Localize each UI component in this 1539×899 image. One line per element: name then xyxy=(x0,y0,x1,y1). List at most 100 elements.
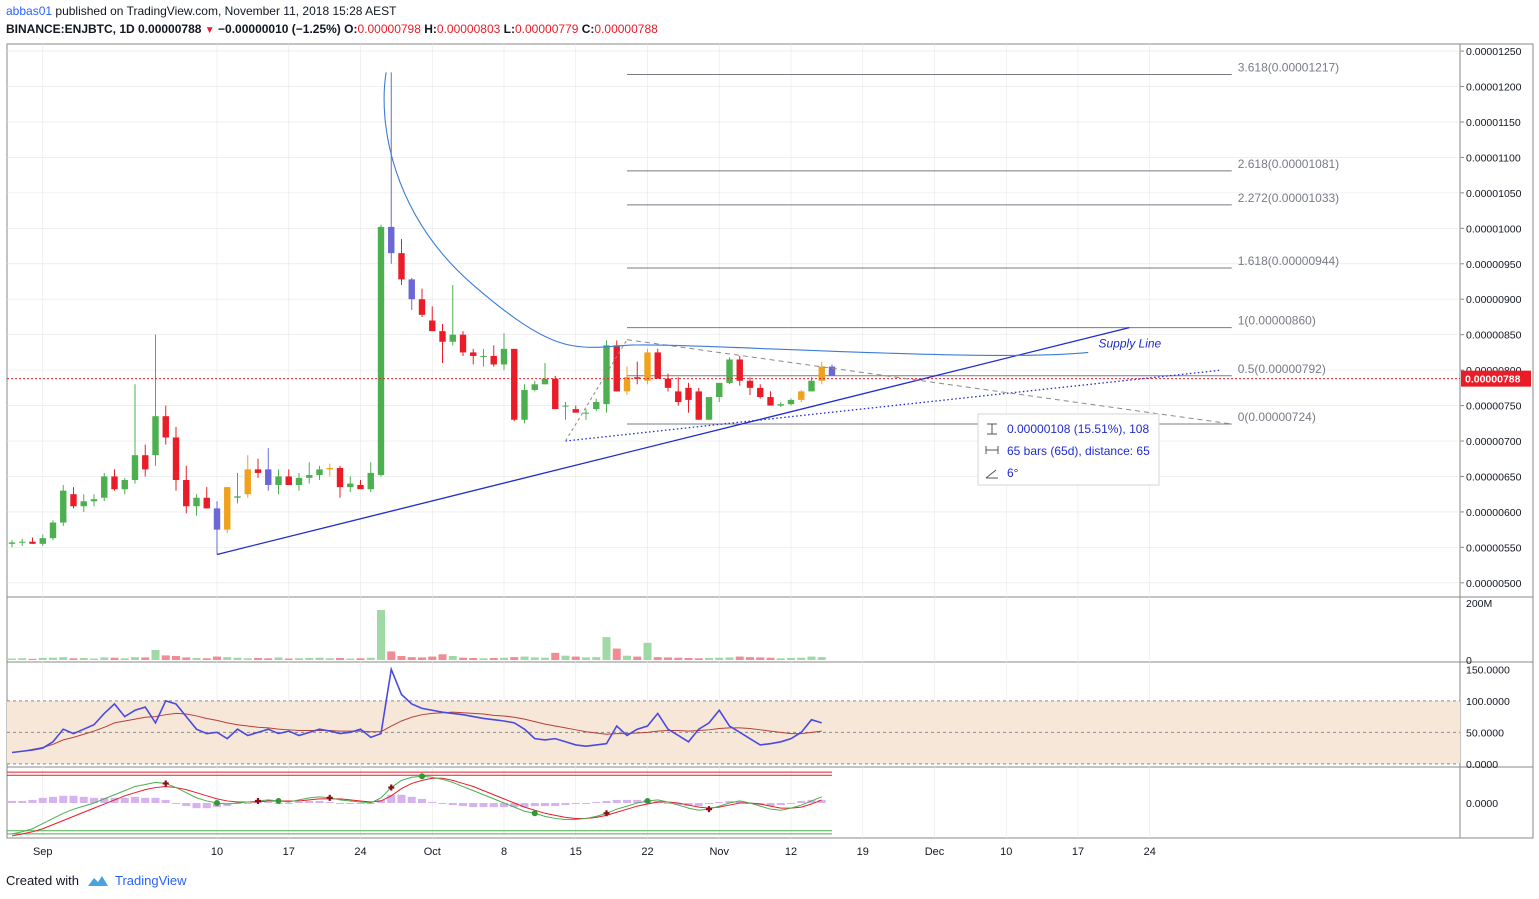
candle-body xyxy=(418,299,426,315)
volume-bar xyxy=(735,656,744,660)
osc-histogram-bar xyxy=(202,803,211,809)
osc-histogram-bar xyxy=(377,799,385,803)
price-tick-label: 0.00000900 xyxy=(1466,294,1522,306)
time-tick-label: 10 xyxy=(1000,846,1012,858)
candle-body xyxy=(326,467,333,470)
volume-bar xyxy=(264,658,273,660)
time-tick-label: 15 xyxy=(570,846,582,858)
osc-histogram-bar xyxy=(489,803,498,808)
candle-body xyxy=(439,331,446,342)
time-tick-label: 17 xyxy=(1072,846,1084,858)
volume-bar xyxy=(643,642,652,660)
candle-body xyxy=(285,476,292,485)
volume-bar xyxy=(284,658,293,660)
candle-body xyxy=(336,467,344,488)
volume-bar xyxy=(520,656,529,660)
close-label: C: xyxy=(581,22,595,36)
rsi-tick-label: 50.0000 xyxy=(1466,727,1504,739)
volume-bar xyxy=(612,648,621,660)
candle-body xyxy=(377,226,385,476)
bar-range-icon xyxy=(985,446,999,454)
fib-level-label: 0(0.00000724) xyxy=(1238,410,1316,424)
fib-level-label: 2.618(0.00001081) xyxy=(1238,157,1339,171)
candle-body xyxy=(234,496,241,498)
volume-bar xyxy=(243,658,252,660)
volume-bar xyxy=(428,656,437,660)
osc-histogram-bar xyxy=(346,803,355,805)
osc-histogram-bar xyxy=(131,796,139,803)
candle-body xyxy=(70,494,77,507)
measure-price-text: 0.00000108 (15.51%), 108 xyxy=(1007,422,1149,436)
price-tick-label: 0.00000600 xyxy=(1466,507,1522,519)
candle-body xyxy=(828,366,836,376)
osc-histogram-bar xyxy=(90,797,98,803)
candle-body xyxy=(664,378,672,388)
osc-histogram-bar xyxy=(612,799,621,803)
volume-bar xyxy=(633,656,642,660)
osc-histogram-bar xyxy=(520,803,529,808)
osc-histogram-bar xyxy=(295,801,303,803)
volume-bar xyxy=(510,657,519,660)
high-label: H: xyxy=(424,22,437,36)
candle-body xyxy=(172,437,180,481)
osc-histogram-bar xyxy=(592,801,601,803)
time-tick-label: 17 xyxy=(283,846,295,858)
rsi-ma-line xyxy=(11,711,822,753)
osc-histogram-bar xyxy=(100,797,109,803)
osc-histogram-bar xyxy=(623,799,631,803)
candle-body xyxy=(367,472,374,490)
measure-bars-text: 65 bars (65d), distance: 65 xyxy=(1007,444,1150,458)
fib-level-label: 1(0.00000860) xyxy=(1238,314,1316,328)
price-tick-label: 0.00000650 xyxy=(1466,471,1522,483)
time-tick-label: 12 xyxy=(785,846,797,858)
time-tick-label: Dec xyxy=(925,846,945,858)
volume-bar xyxy=(325,658,334,660)
low-label: L: xyxy=(503,22,515,36)
volume-bar xyxy=(551,652,560,660)
osc-histogram-bar xyxy=(664,803,672,804)
osc-histogram-bar xyxy=(469,803,478,808)
candle-body xyxy=(808,380,815,392)
osc-histogram-bar xyxy=(500,803,508,808)
rsi-tick-label: 0.0000 xyxy=(1466,759,1498,771)
volume-bar xyxy=(90,658,98,660)
candle-body xyxy=(90,499,98,502)
osc-slow-line xyxy=(11,777,822,837)
tradingview-link[interactable]: TradingView xyxy=(114,873,187,888)
candle-body xyxy=(480,355,487,357)
author-link[interactable]: abbas01 xyxy=(6,4,53,18)
volume-bar xyxy=(500,657,508,660)
last-price-label: 0.00000788 xyxy=(1465,374,1521,386)
volume-bar xyxy=(459,657,467,660)
volume-bar xyxy=(28,658,37,660)
candle-body xyxy=(777,404,784,406)
volume-bar xyxy=(469,658,478,660)
candle-body xyxy=(541,378,549,385)
price-tick-label: 0.00001250 xyxy=(1466,46,1522,58)
price-tick-label: 0.00000700 xyxy=(1466,436,1522,448)
candle-body xyxy=(203,497,210,509)
volume-bar xyxy=(715,657,724,660)
candle-body xyxy=(582,412,590,414)
candle-body xyxy=(511,348,518,420)
osc-histogram-bar xyxy=(366,803,375,805)
rsi-tick-label: 100.0000 xyxy=(1466,696,1510,708)
candle-body xyxy=(29,541,36,544)
osc-histogram-bar xyxy=(438,803,447,805)
candle-body xyxy=(449,334,456,342)
fib-level-label: 1.618(0.00000944) xyxy=(1238,254,1339,268)
candle-body xyxy=(60,490,67,523)
candle-body xyxy=(552,378,559,410)
candle-body xyxy=(603,345,610,405)
support-trend-line xyxy=(216,326,1130,556)
price-tick-label: 0.00000500 xyxy=(1466,578,1522,590)
osc-histogram-bar xyxy=(172,803,180,804)
osc-histogram-bar xyxy=(223,803,232,807)
osc-histogram-bar xyxy=(684,803,693,807)
price-tick-label: 0.00001200 xyxy=(1466,82,1522,94)
candle-body xyxy=(562,405,569,407)
osc-cross-down-mark xyxy=(603,810,610,817)
time-tick-label: 22 xyxy=(641,846,653,858)
volume-bar xyxy=(397,656,406,660)
